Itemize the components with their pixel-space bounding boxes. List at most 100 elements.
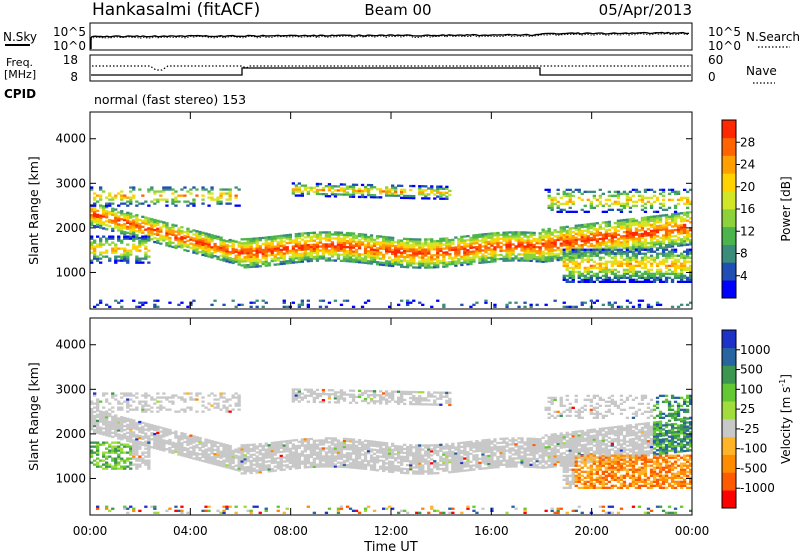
data-cell [583, 190, 587, 193]
data-cell [586, 260, 590, 263]
data-cell [273, 253, 277, 256]
data-cell [138, 455, 142, 458]
data-cell [138, 400, 142, 403]
data-cell [144, 459, 148, 462]
data-cell [267, 452, 271, 455]
data-cell [601, 235, 605, 238]
data-cell [114, 216, 118, 219]
data-cell [105, 392, 109, 395]
data-cell [360, 189, 365, 193]
data-cell [397, 251, 401, 254]
data-cell [297, 462, 301, 466]
data-cell [156, 198, 160, 201]
data-cell [93, 247, 97, 250]
data-cell [526, 245, 530, 248]
data-cell [637, 245, 642, 248]
data-cell [222, 245, 226, 248]
data-cell [159, 194, 163, 197]
data-cell [126, 253, 130, 256]
data-cell [114, 457, 118, 460]
data-cell [138, 224, 142, 228]
data-cell [592, 232, 596, 235]
data-cell [114, 299, 118, 302]
data-cell [505, 231, 509, 234]
data-cell [508, 239, 512, 242]
data-cell [622, 274, 627, 277]
data-cell [285, 260, 289, 263]
data-cell [321, 455, 326, 458]
data-cell [135, 440, 139, 443]
data-cell [400, 239, 404, 242]
data-cell [547, 227, 551, 231]
data-cell [445, 237, 449, 240]
data-cell [547, 251, 551, 255]
data-cell [249, 467, 253, 471]
data-cell [117, 455, 121, 458]
data-cell [655, 254, 660, 257]
data-cell [628, 210, 633, 213]
data-cell [360, 241, 365, 244]
data-cell [586, 237, 590, 240]
data-cell [216, 255, 220, 259]
data-cell [511, 247, 515, 250]
data-cell [478, 233, 482, 236]
data-cell [646, 305, 651, 308]
data-cell [330, 245, 335, 248]
data-cell [613, 202, 617, 205]
data-cell [186, 447, 190, 450]
data-cell [583, 210, 587, 213]
data-cell [144, 396, 148, 399]
data-cell [673, 234, 678, 238]
data-cell [366, 236, 371, 239]
data-cell [96, 257, 100, 260]
data-cell [174, 244, 178, 247]
data-cell [93, 402, 97, 405]
data-cell [547, 237, 551, 241]
data-cell [475, 236, 479, 239]
data-cell [487, 242, 491, 245]
data-cell [400, 184, 404, 187]
data-cell [288, 235, 292, 238]
data-cell [255, 469, 259, 472]
data-cell [174, 505, 178, 508]
data-cell [144, 228, 148, 231]
data-cell [625, 270, 630, 273]
data-cell [357, 257, 362, 260]
data-cell [174, 234, 178, 237]
data-cell [354, 252, 359, 256]
data-cell [646, 260, 651, 263]
data-cell [135, 247, 139, 250]
data-cell [342, 299, 347, 302]
data-cell [117, 423, 121, 426]
data-cell [129, 216, 133, 219]
data-cell [604, 245, 608, 248]
data-cell [686, 303, 690, 306]
data-cell [312, 441, 316, 444]
data-cell [595, 276, 599, 279]
data-cell [562, 194, 566, 197]
data-cell [156, 396, 160, 399]
data-cell [342, 253, 347, 257]
data-cell [643, 220, 648, 223]
data-cell [625, 305, 630, 308]
data-cell [144, 442, 148, 445]
data-cell [601, 241, 605, 244]
data-cell [132, 245, 136, 248]
data-cell [309, 437, 313, 441]
data-cell [640, 236, 645, 240]
data-cell [198, 240, 202, 244]
data-cell [321, 237, 326, 240]
data-cell [436, 189, 440, 192]
data-cell [658, 240, 663, 243]
data-cell [123, 251, 127, 254]
data-cell [433, 258, 437, 261]
data-cell [598, 241, 602, 245]
data-cell [526, 251, 530, 254]
data-cell [375, 261, 380, 264]
data-cell [105, 202, 109, 205]
data-cell [655, 264, 660, 267]
data-cell [646, 303, 651, 306]
data-cell [631, 233, 636, 237]
data-cell [571, 266, 575, 269]
